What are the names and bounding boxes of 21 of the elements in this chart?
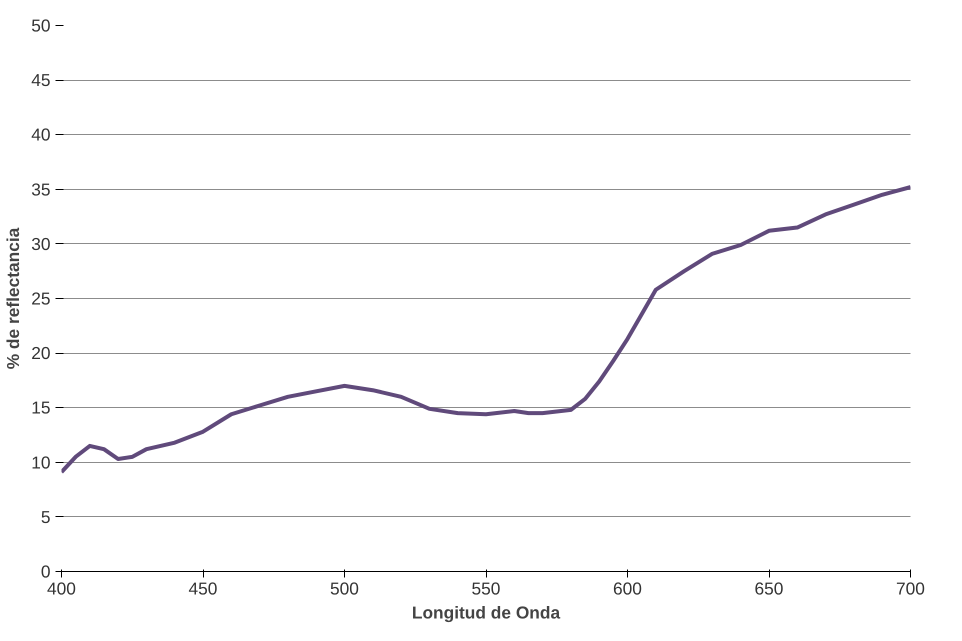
x-axis-title: Longitud de Onda: [412, 602, 560, 622]
x-tick-label: 600: [613, 578, 642, 598]
y-tick-label: 10: [31, 452, 51, 472]
y-tick-label: 30: [31, 234, 51, 254]
line-series: [62, 185, 910, 474]
y-tick-label: 45: [31, 70, 51, 90]
y-tick-label: 20: [31, 343, 51, 364]
x-tick-label: 550: [472, 578, 500, 598]
x-tick-label: 450: [188, 578, 218, 598]
x-tick-label: 400: [47, 578, 76, 598]
x-tick-label: 500: [330, 578, 359, 598]
y-tick-label: 5: [40, 506, 51, 527]
y-tick-label: 15: [31, 398, 51, 418]
y-tick-label: 35: [31, 179, 51, 200]
y-tick-label: 25: [31, 288, 51, 308]
y-axis-title: % de reflectancia: [3, 227, 24, 370]
x-tick-label: 650: [754, 578, 784, 598]
x-tick-label: 700: [896, 578, 925, 598]
y-tick-label: 40: [31, 124, 51, 145]
y-tick-label: 0: [40, 562, 51, 582]
y-tick-label: 50: [31, 16, 51, 36]
